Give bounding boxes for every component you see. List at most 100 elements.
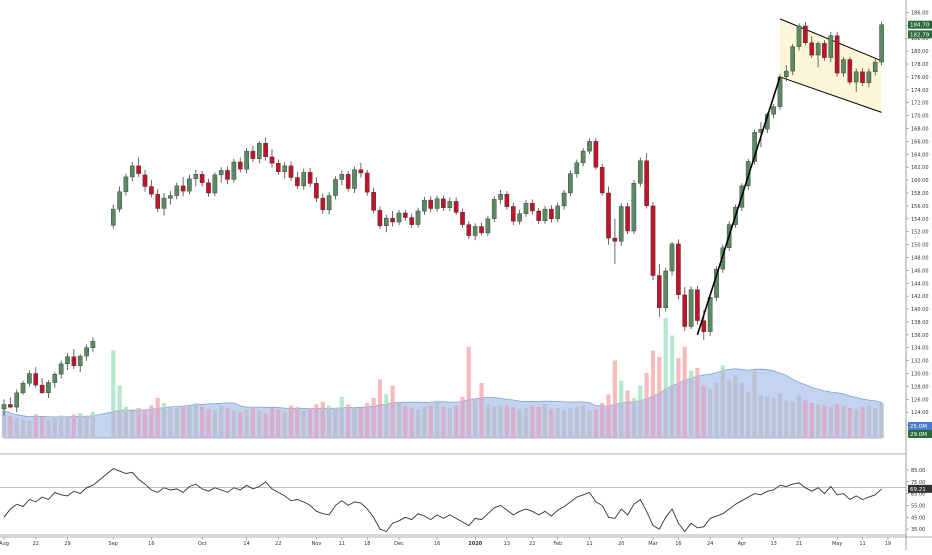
- candle-body: [180, 185, 186, 192]
- volume-bar-overlay: [828, 406, 833, 439]
- volume-avg-label-box: [908, 422, 932, 430]
- candle-body: [46, 382, 51, 394]
- rsi-tick-label: 45.00: [911, 515, 925, 521]
- candle-body: [790, 46, 795, 72]
- candle-body: [847, 59, 853, 83]
- volume-bar-overlay: [517, 409, 522, 439]
- price-tick-label: 132.00: [911, 359, 929, 365]
- volume-bar-overlay: [758, 395, 763, 438]
- volume-bar-overlay: [803, 400, 808, 438]
- price-tick-label: 126.00: [911, 397, 929, 403]
- price-tick-label: 148.00: [911, 255, 929, 261]
- volume-bar-overlay: [71, 416, 76, 438]
- time-tick-label: 11: [586, 541, 592, 547]
- time-tick-label: 22: [33, 541, 39, 547]
- volume-bar-overlay: [460, 401, 465, 438]
- time-tick-label: 16: [148, 541, 154, 547]
- volume-bar-overlay: [59, 416, 64, 439]
- volume-bar-overlay: [746, 391, 751, 439]
- candle-body: [466, 224, 472, 236]
- volume-bar-overlay: [650, 396, 656, 438]
- candle-body: [301, 172, 307, 187]
- volume-bar-overlay: [155, 408, 160, 438]
- candle-body: [218, 170, 224, 176]
- volume-bar-overlay: [27, 420, 32, 438]
- candle-body: [58, 363, 64, 375]
- time-tick-label: 20: [618, 541, 624, 547]
- candle-body: [841, 59, 846, 74]
- volume-bar-overlay: [225, 408, 230, 438]
- volume-bar-overlay: [498, 405, 503, 438]
- candle-body: [71, 356, 77, 366]
- volume-bar-overlay: [33, 416, 38, 438]
- candle-body: [568, 173, 573, 194]
- volume-bar-overlay: [46, 419, 51, 439]
- time-tick-label: 24: [707, 541, 713, 547]
- time-tick-label: 2020: [468, 541, 482, 547]
- candle-body: [587, 141, 592, 152]
- price-tick-label: 138.00: [911, 320, 929, 326]
- volume-bar-overlay: [371, 406, 376, 438]
- time-tick-label: 22: [275, 541, 281, 547]
- candle-body: [136, 165, 141, 174]
- volume-bar-overlay: [479, 397, 484, 438]
- volume-bar-overlay: [765, 396, 770, 439]
- candle-body: [650, 205, 656, 276]
- candle-body: [237, 161, 243, 170]
- candle-body: [225, 170, 230, 180]
- rsi-tick-label: 85.00: [911, 468, 925, 474]
- candle-body: [206, 182, 211, 194]
- candle-body: [390, 217, 395, 223]
- volume-bar-overlay: [84, 416, 89, 438]
- volume-bar-overlay: [619, 402, 624, 438]
- volume-bar-overlay: [346, 407, 351, 438]
- volume-bar-overlay: [244, 409, 249, 439]
- volume-bar-overlay: [809, 403, 814, 438]
- candle-body: [263, 143, 268, 158]
- volume-bar-overlay: [78, 416, 83, 438]
- time-tick-label: 18: [364, 541, 370, 547]
- time-tick-label: 22: [529, 541, 535, 547]
- candle-body: [415, 210, 421, 225]
- volume-bar-overlay: [333, 408, 338, 439]
- candle-body: [834, 35, 840, 74]
- volume-bar-overlay: [257, 410, 262, 438]
- candle-body: [542, 208, 548, 221]
- volume-bar-overlay: [447, 408, 452, 438]
- candle-body: [168, 195, 173, 199]
- time-tick-label: Nov: [312, 541, 322, 547]
- candle-body: [52, 374, 58, 383]
- candle-body: [117, 191, 122, 210]
- time-tick-label: Sep: [109, 541, 118, 547]
- candle-body: [110, 208, 116, 226]
- volume-bar-overlay: [835, 404, 840, 439]
- volume-bar: [663, 318, 668, 438]
- volume-bar-overlay: [511, 406, 516, 439]
- volume-bar-overlay: [161, 407, 167, 438]
- rsi-tick-label: 65.00: [911, 492, 925, 498]
- candle-body: [688, 289, 694, 327]
- candle-body: [295, 177, 300, 187]
- candle-body: [129, 165, 135, 178]
- volume-bar-overlay: [873, 408, 878, 438]
- volume-bar-overlay: [149, 409, 154, 438]
- candle-body: [174, 185, 180, 196]
- candle-body: [155, 194, 161, 209]
- volume-bar-overlay: [435, 401, 440, 438]
- candle-body: [396, 212, 402, 223]
- price-tick-label: 158.00: [911, 191, 929, 197]
- candle-body: [307, 172, 313, 184]
- last-price-label-box: [908, 20, 932, 29]
- candle-body: [269, 156, 275, 164]
- volume-bar-overlay: [269, 408, 275, 438]
- candle-body: [345, 174, 351, 189]
- candle-body: [384, 217, 389, 227]
- price-tick-label: 142.00: [911, 294, 929, 300]
- candle-body: [676, 243, 681, 295]
- volume-bar-overlay: [390, 402, 395, 439]
- candle-body: [809, 42, 814, 56]
- channel-price-label-box: [908, 30, 932, 39]
